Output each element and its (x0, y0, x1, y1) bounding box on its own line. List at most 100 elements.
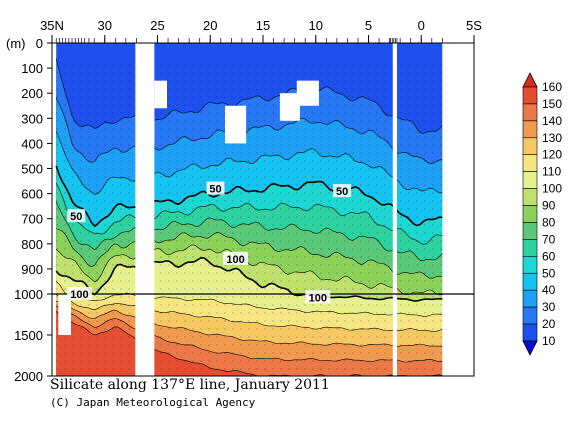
contour-line-150 (56, 310, 443, 376)
colorbar-tick-label: 40 (542, 283, 556, 297)
missing-column-1 (392, 43, 397, 376)
depth-tick-label: 300 (21, 111, 43, 126)
contour-line-50 (55, 165, 443, 228)
contour-line-130 (56, 301, 443, 347)
contour-label-100: 100 (70, 289, 88, 301)
depth-axis: (m) 0 100 200 300 400 500 600 700 800 900 1000 1500 2… (6, 36, 52, 384)
lat-tick-label: 0 (418, 18, 425, 33)
colorbar-tick-label: 150 (542, 97, 562, 111)
contour-label-50: 50 (209, 184, 221, 196)
lat-tick-label: 20 (203, 18, 217, 33)
contour-label-bg (67, 209, 86, 223)
colorbar-tick-label: 120 (542, 148, 562, 162)
colorbar-swatch-80 (522, 205, 538, 223)
colorbar-swatch-60 (522, 239, 538, 257)
contour-line-140 (56, 305, 443, 363)
colorbar-swatch-140 (522, 103, 538, 122)
contour-label-bg (223, 251, 249, 265)
depth-tick-label: 700 (21, 212, 43, 227)
depth-tick-label: 0 (36, 36, 43, 51)
colorbar-swatch-120 (522, 137, 538, 156)
colorbar-tick-label: 10 (542, 334, 556, 348)
contour-line-40 (55, 131, 443, 195)
colorbar-tick-label: 70 (542, 232, 556, 246)
missing-patch-0 (136, 105, 155, 144)
colorbar-swatch-70 (522, 222, 538, 240)
contour-line-120 (56, 294, 443, 332)
lat-tick-label: 10 (309, 18, 323, 33)
contour-line-110 (55, 281, 443, 317)
colorbar-swatch-90 (522, 188, 538, 206)
colorbar-tick-label: 110 (542, 165, 561, 179)
contour-line-20 (55, 58, 443, 134)
missing-patch-2 (225, 105, 247, 144)
silicate-contour-lines (55, 58, 443, 376)
contour-label-bg (66, 287, 92, 300)
lat-tick-label: 5S (466, 18, 482, 33)
lat-tick-label: 30 (98, 18, 112, 33)
colorbar-swatch-110 (522, 154, 538, 172)
depth-tick-label: 500 (21, 162, 43, 177)
contour-label-100: 100 (309, 292, 327, 304)
missing-column-0 (135, 43, 155, 376)
colorbar-tick-label: 50 (542, 266, 556, 280)
latitude-axis: 35N 30 25 20 15 10 5 0 5S (40, 18, 482, 43)
contour-label-100: 100 (226, 254, 244, 266)
no-data-right (442, 43, 474, 376)
sample-dots (56, 63, 443, 376)
colorbar-swatch-10 (522, 323, 538, 342)
missing-data-mask (58, 43, 474, 376)
contour-line-100 (55, 256, 443, 302)
contour-line-80 (56, 228, 443, 279)
lat-tick-label: 5 (365, 18, 372, 33)
depth-tick-label: 1500 (14, 328, 43, 343)
contour-line-90 (56, 244, 443, 296)
colorbar-tick-label: 30 (542, 300, 556, 314)
colorbar-swatch-30 (522, 289, 538, 308)
missing-patch-3 (279, 93, 300, 121)
lat-tick-label: 25 (150, 18, 164, 33)
colorbar-tick-label: 100 (542, 182, 562, 196)
depth-tick-label: 600 (21, 187, 43, 202)
depth-tick-label: 800 (21, 237, 43, 252)
colorbar-swatch-40 (522, 272, 538, 291)
colorbar-tick-label: 20 (542, 317, 556, 331)
colorbar-swatch-150 (522, 86, 538, 105)
depth-unit-label: (m) (6, 36, 26, 51)
colorbar-underflow-arrow (522, 340, 538, 356)
colorbar-tick-label: 160 (542, 80, 562, 94)
contour-label-bg (333, 184, 352, 198)
contour-label-bg (206, 181, 225, 195)
contour-value-labels: 50 50 50 100 100 100 (66, 181, 352, 304)
missing-patch-4 (296, 80, 319, 106)
contour-line-70 (55, 201, 443, 262)
missing-patch-5 (58, 294, 71, 335)
lat-tick-label: 35N (40, 18, 64, 33)
colorbar-swatch-130 (522, 120, 538, 139)
contour-label-50: 50 (336, 186, 348, 198)
depth-tick-label: 400 (21, 136, 43, 151)
depth-tick-label: 1000 (14, 287, 43, 302)
contour-label-bg (305, 290, 331, 304)
colorbar-swatch-50 (522, 256, 538, 274)
contour-line-30 (55, 97, 443, 164)
colorbar-tick-label: 60 (542, 249, 556, 263)
lat-tick-label: 15 (256, 18, 270, 33)
depth-tick-label: 900 (21, 262, 43, 277)
colorbar-tick-label: 140 (542, 114, 562, 128)
depth-tick-label: 2000 (14, 369, 43, 384)
missing-patch-1 (154, 80, 167, 109)
colorbar-overflow-arrow (522, 72, 538, 88)
contour-label-50: 50 (70, 211, 82, 223)
chart-credit: (C) Japan Meteorological Agency (50, 396, 256, 409)
colorbar-swatch-20 (522, 306, 538, 325)
colorbar-tick-label: 90 (542, 199, 556, 213)
colorbar: 160 150 140 130 120 110 100 90 80 70 60 50 40 30 20 10 (522, 72, 562, 356)
depth-tick-label: 200 (21, 86, 43, 101)
colorbar-swatch-100 (522, 171, 538, 189)
contour-line-60 (55, 182, 443, 245)
chart-title: Silicate along 137°E line, January 2011 (50, 377, 330, 393)
colorbar-tick-label: 80 (542, 215, 556, 229)
depth-tick-label: 100 (21, 61, 43, 76)
